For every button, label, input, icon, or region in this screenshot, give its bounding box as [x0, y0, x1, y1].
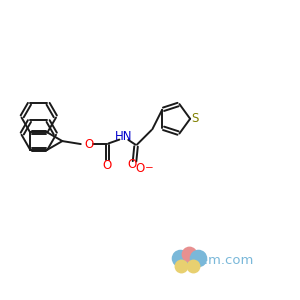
Point: [177, 255, 182, 260]
Point: [179, 263, 184, 268]
Text: −: −: [145, 163, 154, 173]
Text: HN: HN: [115, 130, 132, 143]
Text: O: O: [135, 162, 145, 175]
Point: [186, 252, 191, 256]
Text: Chem.com: Chem.com: [183, 254, 254, 267]
Text: O: O: [84, 138, 94, 151]
Text: O: O: [103, 159, 112, 172]
Text: S: S: [191, 112, 198, 125]
Point: [191, 263, 196, 268]
Text: O: O: [127, 158, 136, 171]
Point: [195, 255, 200, 260]
